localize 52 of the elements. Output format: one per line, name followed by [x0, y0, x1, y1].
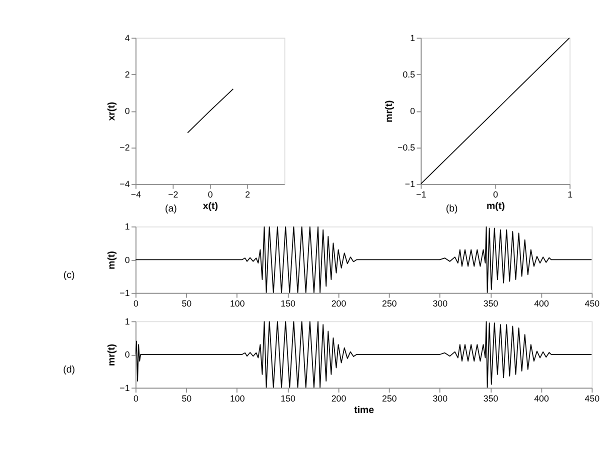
text: (b)	[446, 203, 458, 214]
x-tick-label: 350	[483, 393, 498, 404]
y-tick-label: 0	[124, 106, 130, 116]
y-tick-label: 4	[124, 32, 130, 43]
y-tick-label: 0	[124, 350, 130, 360]
x-tick-label: −2	[168, 190, 178, 200]
y-axis-title: xr(t)	[106, 102, 118, 121]
y-tick-label: 0	[410, 106, 416, 116]
x-tick-label: 200	[331, 393, 346, 404]
x-axis-title: time	[354, 404, 375, 416]
x-tick-label: 400	[534, 393, 549, 404]
x-tick-label: 250	[382, 393, 397, 404]
x-tick-label: 450	[584, 393, 600, 404]
x-tick-label: 350	[483, 298, 498, 309]
y-tick-label: −1	[120, 382, 130, 393]
x-tick-label: 100	[230, 298, 245, 309]
x-tick-label: 450	[584, 298, 600, 309]
y-tick-label: 0.5	[402, 69, 416, 80]
x-tick-label: 0	[493, 190, 498, 200]
x-tick-label: 200	[331, 298, 346, 309]
x-tick-label: 300	[432, 298, 448, 309]
y-axis-title: mr(t)	[106, 344, 118, 366]
y-tick-label: −0.5	[398, 142, 416, 153]
x-tick-label: 50	[182, 393, 192, 404]
x-tick-label: 150	[280, 298, 296, 309]
y-tick-label: 1	[124, 222, 130, 232]
y-tick-label: −1	[404, 179, 416, 190]
x-tick-label: 2	[245, 190, 250, 200]
text: (a)	[165, 203, 177, 214]
x-axis-title: m(t)	[486, 201, 505, 212]
y-tick-label: 1	[410, 32, 416, 43]
x-tick-label: 0	[134, 298, 139, 309]
y-axis-title: m(t)	[106, 250, 118, 270]
x-tick-label: 100	[230, 393, 245, 404]
x-tick-label: 0	[134, 393, 139, 404]
text: (d)	[63, 364, 76, 376]
y-tick-label: 1	[124, 316, 130, 326]
x-tick-label: 0	[208, 190, 213, 200]
y-tick-label: 2	[124, 69, 130, 80]
x-tick-label: 250	[382, 298, 397, 309]
y-tick-label: −2	[120, 142, 130, 153]
text: (c)	[63, 270, 75, 281]
x-tick-label: 1	[568, 190, 573, 200]
y-tick-label: 0	[124, 254, 130, 265]
y-tick-label: −1	[120, 288, 130, 298]
y-axis-title: mr(t)	[384, 100, 396, 122]
x-tick-label: 50	[182, 298, 192, 309]
x-tick-label: 400	[534, 298, 549, 309]
x-tick-label: 150	[280, 393, 296, 404]
y-tick-label: −4	[120, 179, 130, 190]
x-axis-title: x(t)	[202, 201, 218, 212]
x-tick-label: 300	[432, 393, 448, 404]
